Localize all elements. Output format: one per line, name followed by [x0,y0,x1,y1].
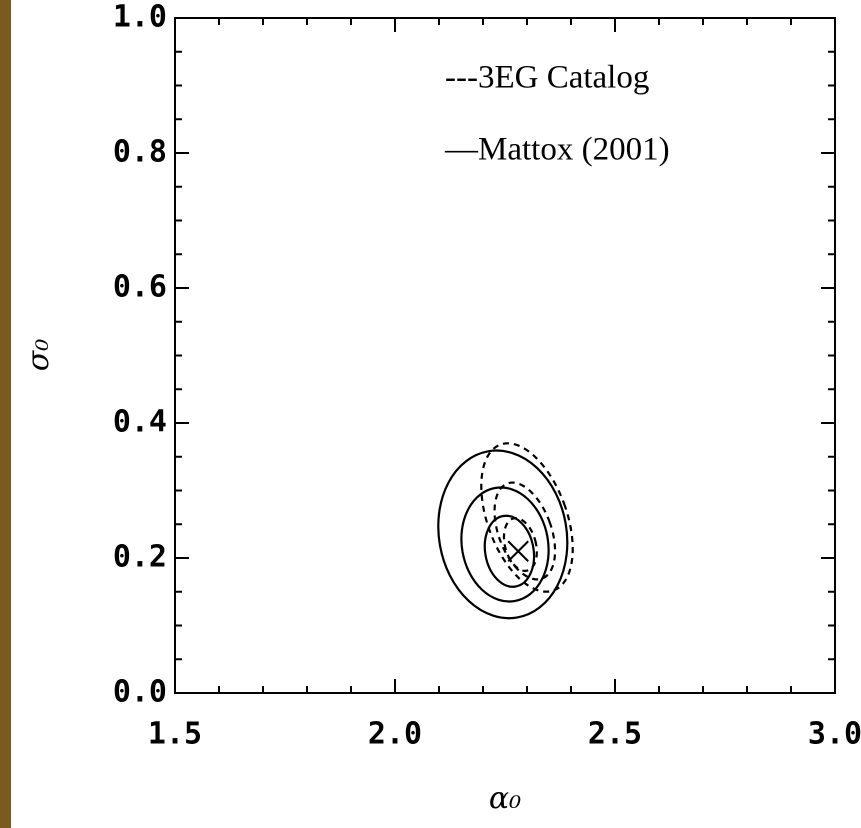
contour [493,481,557,581]
contour [460,486,550,603]
x-tick-label: 1.5 [148,717,202,752]
contour [480,442,574,593]
y-tick-label: 1.0 [113,0,167,35]
y-axis-label: σ₀ [21,339,56,372]
y-tick-label: 0.2 [113,540,167,575]
y-tick-label: 0.8 [113,135,167,170]
x-tick-label: 3.0 [808,717,861,752]
left-border [0,0,11,828]
y-tick-label: 0.6 [113,270,167,305]
x-tick-label: 2.0 [368,717,422,752]
y-tick-label: 0.0 [113,675,167,710]
marker-stroke [507,540,529,562]
legend-entry: ---3EG Catalog [445,60,649,96]
best-fit-marker [507,540,529,562]
legend-entry: —Mattox (2001) [444,132,670,168]
x-tick-label: 2.5 [588,717,642,752]
x-axis-label: α₀ [489,781,521,816]
contour [483,514,536,588]
y-tick-label: 0.4 [113,405,167,440]
contour [437,449,569,620]
